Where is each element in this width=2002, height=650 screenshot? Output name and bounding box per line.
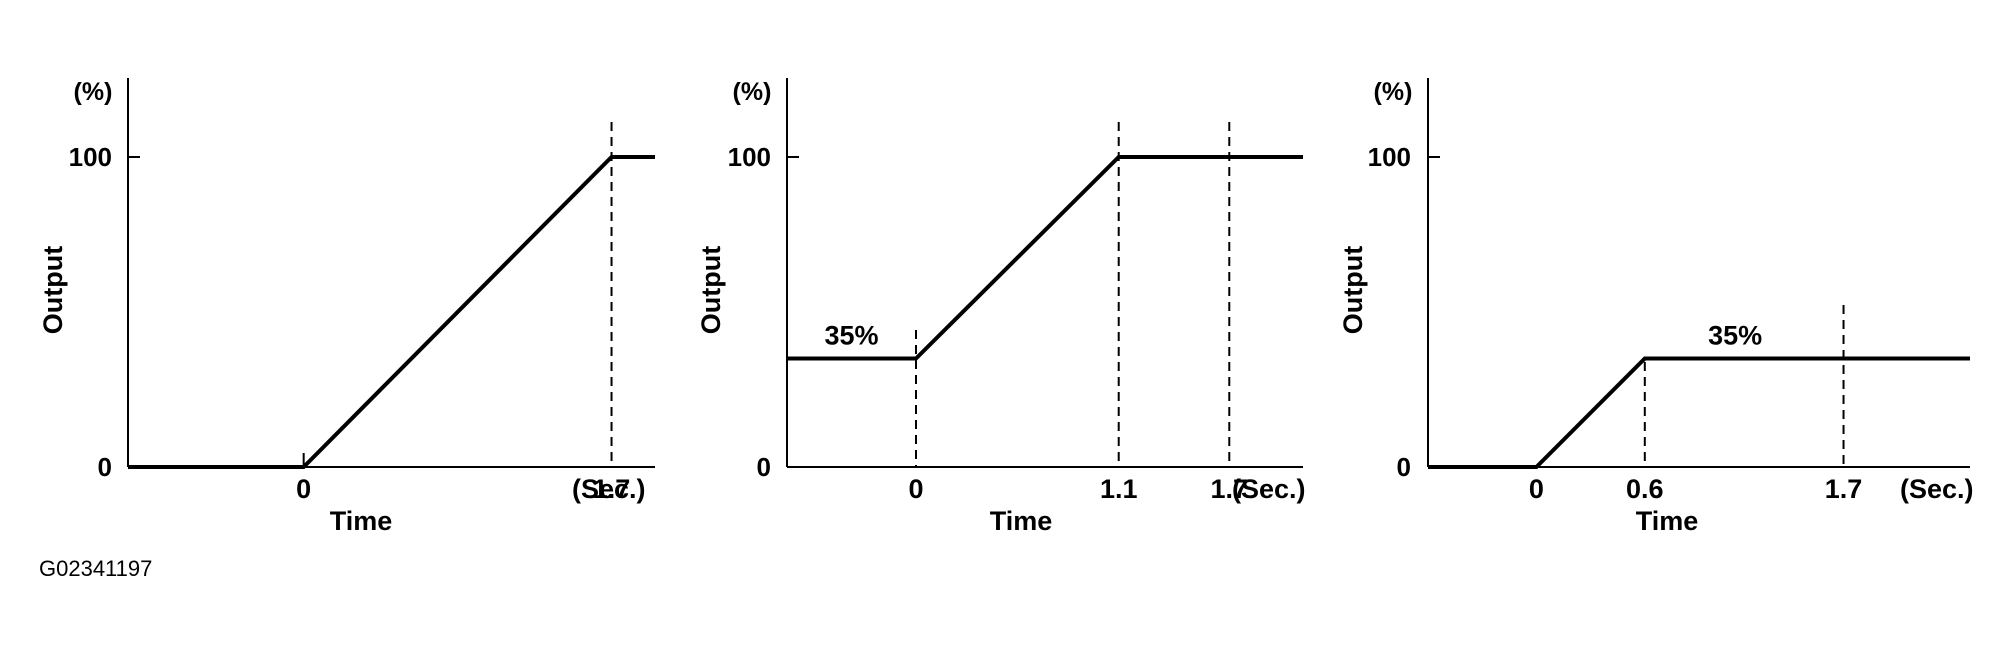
- panel-1-y-tick-label: 100: [69, 142, 112, 172]
- panel-1-y-tick-label: 0: [98, 452, 112, 482]
- panel-2-x-unit: (Sec.): [1232, 474, 1306, 504]
- panel-2-y-unit: (%): [733, 78, 772, 106]
- panel-2-y-tick-label: 0: [757, 452, 771, 482]
- panel-3-x-tick-label: 0: [1529, 474, 1544, 504]
- panel-1-series-line: [128, 155, 655, 469]
- panel-1-x-unit: (Sec.): [572, 474, 646, 504]
- panel-3-annotation: 35%: [1708, 321, 1762, 351]
- panel-2-x-tick-label: 1.1: [1100, 474, 1138, 504]
- panel-3-series-line: [1428, 356, 1970, 469]
- panel-2-x-axis-label: Time: [990, 506, 1053, 536]
- panel-3-x-tick-label: 0.6: [1626, 474, 1664, 504]
- panel-2-series-line: [787, 155, 1303, 361]
- figure-code: G02341197: [39, 556, 153, 581]
- panel-1-x-axis-label: Time: [330, 506, 393, 536]
- panel-1-y-axis-label: Output: [38, 246, 68, 334]
- panel-3-y-tick-label: 0: [1397, 452, 1411, 482]
- panel-2-y-axis-label: Output: [696, 246, 726, 334]
- panel-3-y-tick-label: 100: [1368, 142, 1411, 172]
- panel-1-x-tick-label: 1.7: [593, 474, 631, 504]
- panel-1-x-tick-label: 0: [296, 474, 311, 504]
- panel-3-x-unit: (Sec.): [1900, 474, 1974, 504]
- panel-3-x-tick-label: 1.7: [1825, 474, 1863, 504]
- panel-2-x-tick-label: 0: [908, 474, 923, 504]
- panel-2-y-tick-label: 100: [728, 142, 771, 172]
- panel-1-y-unit: (%): [74, 78, 113, 106]
- panel-2-annotation: 35%: [824, 321, 878, 351]
- panel-3-y-unit: (%): [1374, 78, 1413, 106]
- panel-3-y-axis-label: Output: [1338, 246, 1368, 334]
- panel-3-x-axis-label: Time: [1636, 506, 1699, 536]
- panel-2-x-tick-label: 1.7: [1211, 474, 1249, 504]
